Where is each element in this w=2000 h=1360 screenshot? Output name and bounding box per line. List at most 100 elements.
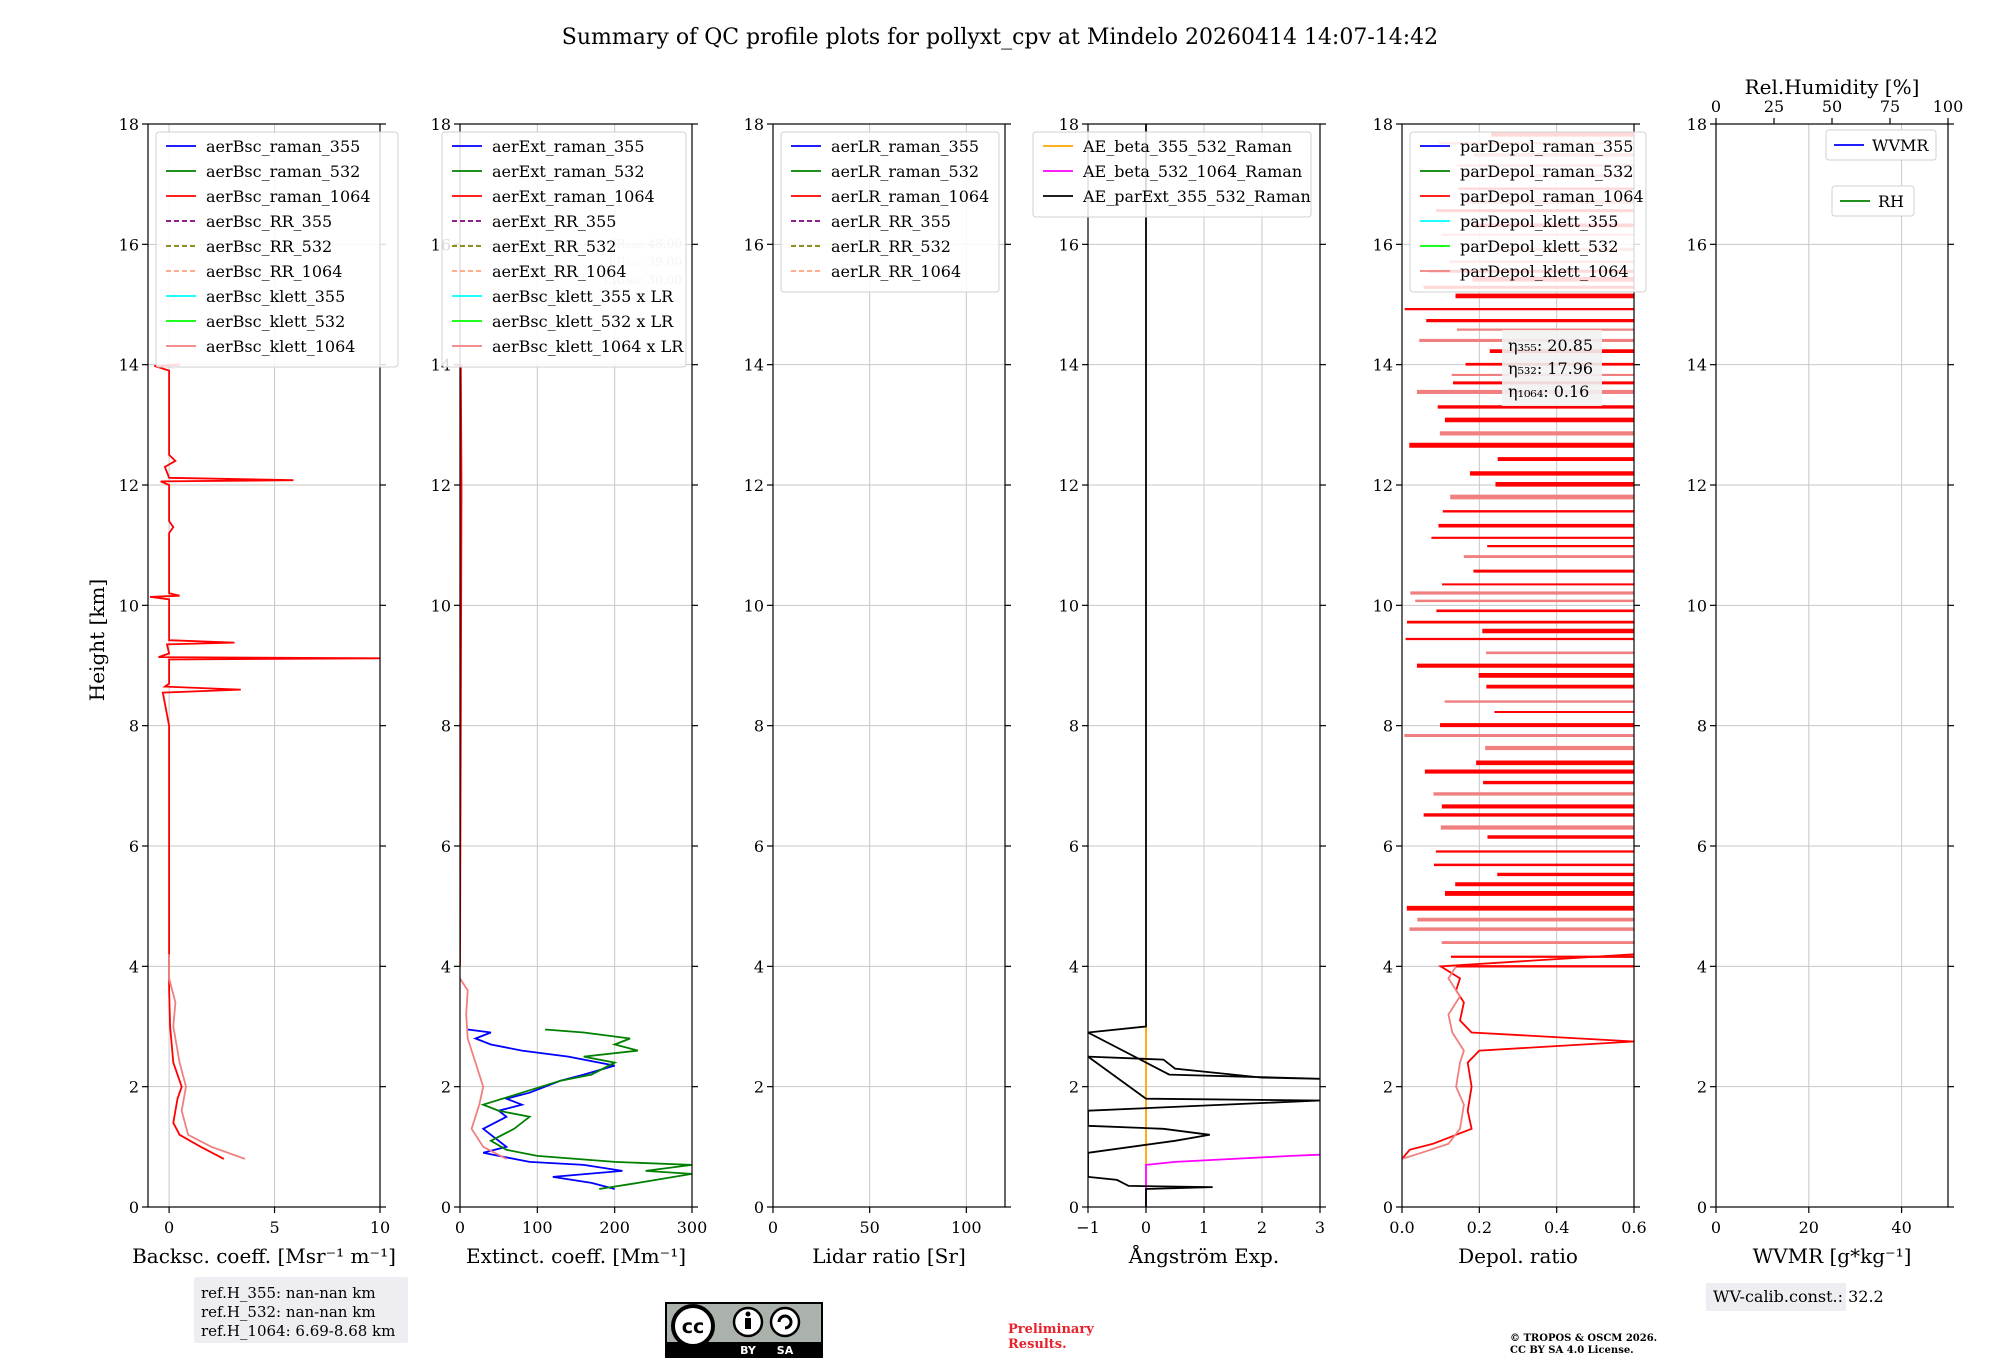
y-tick-label: 8 xyxy=(1697,717,1707,736)
y-tick-label: 10 xyxy=(744,596,764,615)
x-tick-label: 0 xyxy=(1141,1218,1151,1237)
share-alike-icon xyxy=(769,1306,801,1338)
legend-label: AE_parExt_355_532_Raman xyxy=(1082,187,1311,206)
y-tick-label: 10 xyxy=(1687,596,1707,615)
top-x-tick-label: 100 xyxy=(1933,97,1964,116)
y-tick-label: 4 xyxy=(1069,957,1079,976)
x-tick-label: 3 xyxy=(1315,1218,1325,1237)
y-tick-label: 18 xyxy=(1373,115,1393,134)
wv-calib-constant: WV-calib.const.: 32.2 xyxy=(1713,1287,1884,1306)
x-tick-label: 0 xyxy=(1711,1218,1721,1237)
y-tick-label: 10 xyxy=(1059,596,1079,615)
x-tick-label: 0 xyxy=(455,1218,465,1237)
x-axis-label: Extinct. coeff. [Mm⁻¹] xyxy=(466,1244,686,1268)
y-tick-label: 2 xyxy=(441,1078,451,1097)
legend-box xyxy=(441,131,687,368)
y-tick-label: 2 xyxy=(1697,1078,1707,1097)
legend-label: parDepol_raman_1064 xyxy=(1460,187,1644,206)
y-tick-label: 14 xyxy=(744,356,764,375)
y-tick-label: 18 xyxy=(431,115,451,134)
legend-label: aerBsc_raman_355 xyxy=(206,137,360,156)
legend-label: aerLR_RR_355 xyxy=(831,212,951,231)
cc-logo-text: cc xyxy=(682,1316,705,1338)
y-tick-label: 0 xyxy=(129,1198,139,1217)
y-tick-label: 10 xyxy=(119,596,139,615)
x-tick-label: 50 xyxy=(859,1218,879,1237)
preliminary-label-line2: Results. xyxy=(1008,1337,1067,1352)
wv-calib-box: WV-calib.const.: 32.2 xyxy=(1706,1283,1884,1311)
y-tick-label: 0 xyxy=(754,1198,764,1217)
legend-label: aerBsc_RR_355 xyxy=(206,212,332,231)
x-tick-label: 300 xyxy=(677,1218,708,1237)
legend-label: parDepol_klett_355 xyxy=(1460,212,1618,231)
eta-annotation: η₁₀₆₄: 0.16 xyxy=(1508,382,1589,401)
y-tick-label: 0 xyxy=(1383,1198,1393,1217)
legend-label: aerBsc_klett_355 xyxy=(206,287,345,306)
y-tick-label: 0 xyxy=(1697,1198,1707,1217)
y-tick-label: 8 xyxy=(754,717,764,736)
copyright-line2: CC BY SA 4.0 License. xyxy=(1510,1345,1634,1356)
y-tick-label: 4 xyxy=(129,957,139,976)
legend-box xyxy=(1032,131,1312,218)
series-aerBsc_klett_1064 xyxy=(168,954,246,1160)
y-tick-label: 0 xyxy=(441,1198,451,1217)
top-x-tick-label: 0 xyxy=(1711,97,1721,116)
y-tick-label: 16 xyxy=(1059,235,1079,254)
x-tick-label: 40 xyxy=(1891,1218,1911,1237)
x-axis-label: Backsc. coeff. [Msr⁻¹ m⁻¹] xyxy=(132,1244,396,1268)
eta-annotation: η₃₅₅: 20.85 xyxy=(1508,336,1593,355)
series-aerBsc_raman_1064 xyxy=(149,363,380,1160)
y-tick-label: 6 xyxy=(1383,837,1393,856)
x-tick-label: −1 xyxy=(1076,1218,1100,1237)
y-tick-label: 8 xyxy=(441,717,451,736)
y-tick-label: 2 xyxy=(1383,1078,1393,1097)
x-axis-label: Depol. ratio xyxy=(1458,1244,1578,1268)
y-tick-label: 4 xyxy=(1697,957,1707,976)
top-x-tick-label: 25 xyxy=(1764,97,1784,116)
eta-box xyxy=(1502,330,1602,406)
legend-label: aerLR_raman_532 xyxy=(831,162,979,181)
x-tick-label: 1 xyxy=(1199,1218,1209,1237)
series-aerExt_raman_355 xyxy=(467,1028,623,1190)
legend-label: aerExt_RR_532 xyxy=(492,237,616,256)
legend-label: aerLR_raman_355 xyxy=(831,137,979,156)
x-tick-label: 100 xyxy=(951,1218,982,1237)
x-tick-label: 200 xyxy=(599,1218,630,1237)
panel-water-vapor: 0 20 40 0 2 4 6 8 10 12 14 16 18 WVMR [g*kg⁻¹] 0 25 50 75… xyxy=(1687,75,1964,1268)
y-tick-label: 12 xyxy=(431,476,451,495)
legend-label: AE_beta_532_1064_Raman xyxy=(1082,162,1302,181)
legend-label: parDepol_klett_532 xyxy=(1460,237,1618,256)
legend-label: aerBsc_klett_1064 x LR xyxy=(492,337,684,356)
x-tick-label: 0 xyxy=(164,1218,174,1237)
ref-height-355: ref.H_355: nan-nan km xyxy=(201,1284,376,1302)
axes-frame xyxy=(459,123,693,1208)
y-tick-label: 4 xyxy=(1383,957,1393,976)
legend-label: aerLR_RR_532 xyxy=(831,237,951,256)
legend-label: aerBsc_raman_532 xyxy=(206,162,360,181)
y-axis-label: Height [km] xyxy=(85,579,109,701)
legend-label: aerExt_RR_355 xyxy=(492,212,616,231)
x-axis-label: WVMR [g*kg⁻¹] xyxy=(1753,1244,1912,1268)
series-aerBsc_klett_1064 x LR xyxy=(460,977,507,1160)
series-aerExt_raman_532 xyxy=(480,1028,692,1190)
y-tick-label: 16 xyxy=(119,235,139,254)
y-tick-label: 12 xyxy=(119,476,139,495)
x-axis-label: Lidar ratio [Sr] xyxy=(812,1244,966,1268)
y-tick-label: 16 xyxy=(1687,235,1707,254)
axes-frame xyxy=(147,123,381,1208)
y-tick-label: 2 xyxy=(754,1078,764,1097)
legend-label: WVMR xyxy=(1872,136,1929,155)
y-tick-label: 6 xyxy=(1069,837,1079,856)
legend-label: aerExt_raman_532 xyxy=(492,162,645,181)
legend-box xyxy=(1409,131,1647,293)
series-AE_parExt_355_532_Raman xyxy=(1088,124,1320,1207)
y-tick-label: 2 xyxy=(1069,1078,1079,1097)
y-tick-label: 8 xyxy=(1069,717,1079,736)
panel-depolarization: 0.0 0.2 0.4 0.6 0 2 4 6 8 10 12 14 16 18 Depol. ratio p… xyxy=(1373,115,1647,1268)
y-tick-label: 4 xyxy=(754,957,764,976)
legend-label: AE_beta_355_532_Raman xyxy=(1082,137,1292,156)
y-tick-label: 6 xyxy=(1697,837,1707,856)
x-tick-label: 100 xyxy=(522,1218,553,1237)
preliminary-label-line1: Preliminary xyxy=(1008,1322,1094,1337)
legend-label: aerExt_RR_1064 xyxy=(492,262,627,281)
